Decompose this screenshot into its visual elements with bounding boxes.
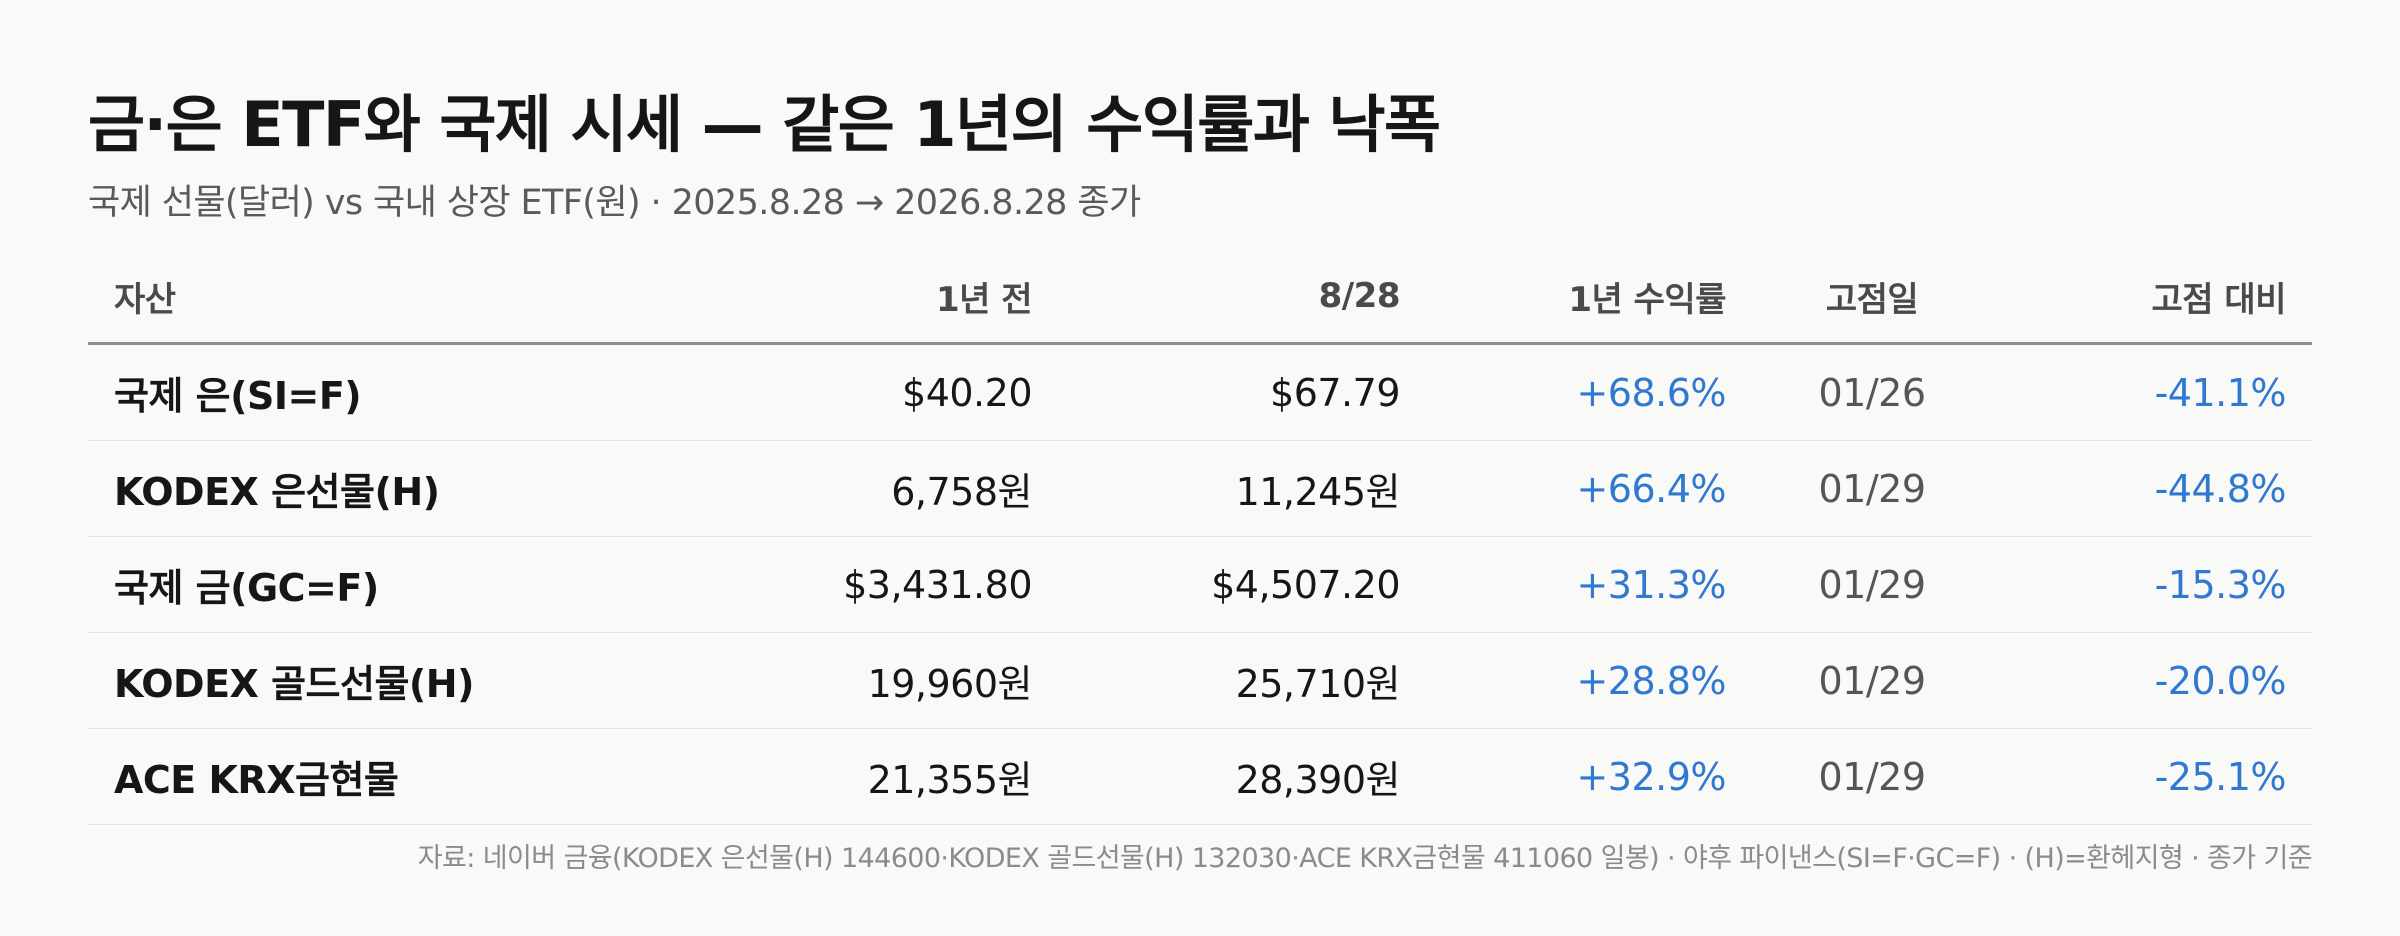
cell-year-ago: 6,758원 — [668, 440, 1058, 537]
cell-vs-peak: -15.3% — [1992, 536, 2312, 633]
cell-vs-peak: -41.1% — [1992, 343, 2312, 441]
cell-return-1y: +28.8% — [1426, 632, 1752, 729]
table-row: 국제 은(SI=F) $40.20 $67.79 +68.6% 01/26 -4… — [88, 343, 2312, 441]
cell-vs-peak: -25.1% — [1992, 728, 2312, 825]
table-header-row: 자산 1년 전 8/28 1년 수익률 고점일 고점 대비 — [88, 250, 2312, 345]
header-vs-peak: 고점 대비 — [1992, 250, 2312, 345]
cell-asset: 국제 금(GC=F) — [88, 536, 668, 633]
table-row: KODEX 은선물(H) 6,758원 11,245원 +66.4% 01/29… — [88, 440, 2312, 537]
cell-peak-date: 01/29 — [1752, 536, 1992, 633]
cell-peak-date: 01/29 — [1752, 440, 1992, 537]
cell-vs-peak: -20.0% — [1992, 632, 2312, 729]
cell-year-ago: $3,431.80 — [668, 536, 1058, 633]
etf-comparison-table: 자산 1년 전 8/28 1년 수익률 고점일 고점 대비 국제 은(SI=F)… — [88, 250, 2312, 825]
header-year-ago: 1년 전 — [668, 250, 1058, 345]
cell-current: 11,245원 — [1058, 440, 1426, 537]
cell-current: 25,710원 — [1058, 632, 1426, 729]
cell-return-1y: +66.4% — [1426, 440, 1752, 537]
cell-return-1y: +31.3% — [1426, 536, 1752, 633]
cell-current: $4,507.20 — [1058, 536, 1426, 633]
header-peak-date: 고점일 — [1752, 250, 1992, 345]
table-row: 국제 금(GC=F) $3,431.80 $4,507.20 +31.3% 01… — [88, 536, 2312, 633]
cell-peak-date: 01/29 — [1752, 728, 1992, 825]
cell-asset: 국제 은(SI=F) — [88, 343, 668, 441]
cell-year-ago: 21,355원 — [668, 728, 1058, 825]
cell-current: 28,390원 — [1058, 728, 1426, 825]
table-row: ACE KRX금현물 21,355원 28,390원 +32.9% 01/29 … — [88, 728, 2312, 825]
header-current: 8/28 — [1058, 250, 1426, 345]
cell-current: $67.79 — [1058, 343, 1426, 441]
cell-return-1y: +68.6% — [1426, 343, 1752, 441]
page-title: 금·은 ETF와 국제 시세 — 같은 1년의 수익률과 낙폭 — [88, 88, 1441, 161]
cell-year-ago: 19,960원 — [668, 632, 1058, 729]
cell-year-ago: $40.20 — [668, 343, 1058, 441]
header-return-1y: 1년 수익률 — [1426, 250, 1752, 345]
cell-peak-date: 01/26 — [1752, 343, 1992, 441]
table-row: KODEX 골드선물(H) 19,960원 25,710원 +28.8% 01/… — [88, 632, 2312, 729]
page-subtitle: 국제 선물(달러) vs 국내 상장 ETF(원) · 2025.8.28 → … — [88, 183, 1141, 223]
cell-asset: KODEX 골드선물(H) — [88, 632, 668, 729]
cell-peak-date: 01/29 — [1752, 632, 1992, 729]
header-asset: 자산 — [88, 250, 668, 345]
source-footnote: 자료: 네이버 금융(KODEX 은선물(H) 144600·KODEX 골드선… — [417, 843, 2313, 874]
cell-vs-peak: -44.8% — [1992, 440, 2312, 537]
cell-asset: KODEX 은선물(H) — [88, 440, 668, 537]
cell-return-1y: +32.9% — [1426, 728, 1752, 825]
cell-asset: ACE KRX금현물 — [88, 728, 668, 825]
